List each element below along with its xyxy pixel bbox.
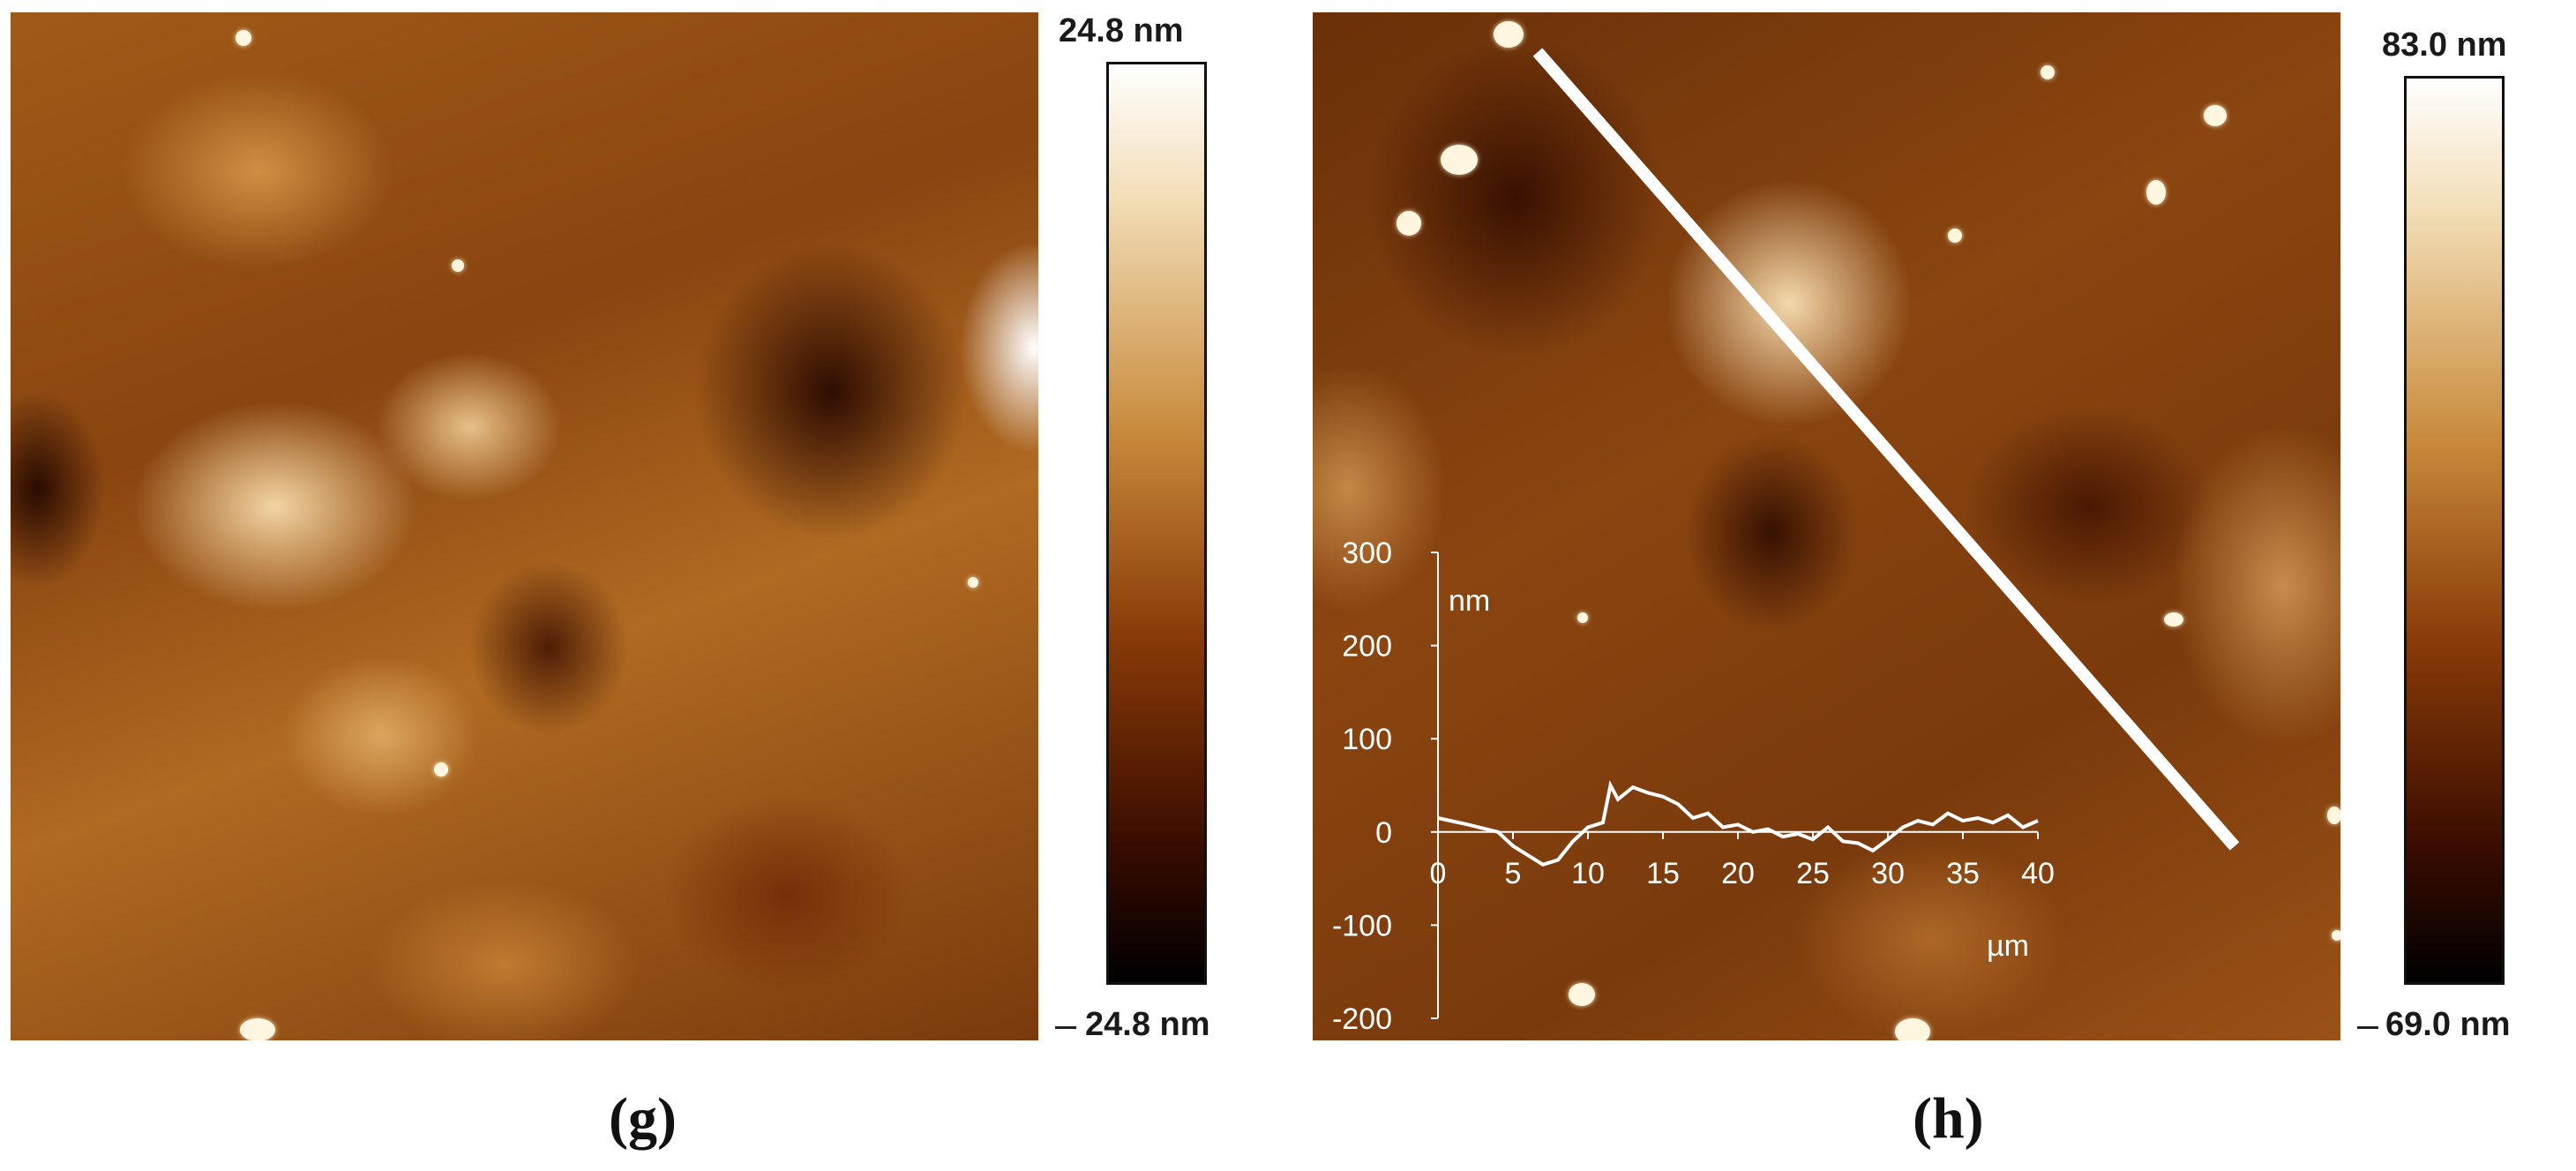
colorbar-h-max-label: 83.0 nm — [2382, 26, 2507, 64]
surface-particle — [434, 762, 448, 777]
panel-label-g: (g) — [609, 1086, 677, 1151]
surface-particle — [1577, 612, 1588, 623]
height-profile-inset: 300 200 100 0 -100 -200 0 5 10 15 20 25 30 35 40 nm µm — [1332, 48, 2240, 1036]
inset-x-tick-label: 30 — [1871, 857, 1905, 890]
inset-y-tick-label: 100 — [1342, 723, 1392, 756]
colorbar-h-min-dash — [2357, 1026, 2378, 1029]
inset-y-unit: nm — [1449, 584, 1490, 618]
surface-particle — [968, 577, 978, 588]
surface-particle — [2327, 807, 2340, 824]
surface-particle — [2041, 65, 2055, 79]
surface-particle — [2204, 105, 2227, 126]
inset-x-tick-label: 20 — [1721, 857, 1755, 890]
surface-particle — [1895, 1018, 1930, 1040]
colorbar-g-min-dash — [1055, 1026, 1076, 1029]
inset-x-tick-label: 5 — [1505, 857, 1522, 890]
inset-y-tick-label: -200 — [1332, 1002, 1392, 1036]
inset-x-tick-label: 40 — [2021, 857, 2055, 890]
inset-x-tick-label: 0 — [1430, 857, 1447, 890]
inset-x-tick-label: 10 — [1571, 857, 1605, 890]
surface-particle — [452, 259, 464, 272]
colorbar-g — [1106, 62, 1207, 985]
inset-axes — [1437, 552, 2038, 1018]
colorbar-g-max-label: 24.8 nm — [1059, 12, 1184, 49]
inset-ticks: 300 200 100 0 -100 -200 0 5 10 15 20 25 30 35 40 nm µm — [1332, 537, 2055, 1036]
inset-x-unit: µm — [1987, 929, 2029, 963]
surface-particle — [2332, 930, 2340, 941]
surface-particle — [236, 30, 251, 46]
surface-particle — [240, 1018, 275, 1040]
colorbar-h-min-label: 69.0 nm — [2385, 1006, 2511, 1043]
colorbar-g-min-label: 24.8 nm — [1085, 1006, 1210, 1043]
line-scan-path — [1532, 48, 2240, 851]
surface-particle — [1397, 211, 1421, 236]
inset-x-tick-label: 35 — [1946, 857, 1980, 890]
afm-image-g — [11, 12, 1038, 1040]
surface-particle — [1494, 21, 1524, 48]
surface-particle — [2164, 612, 2183, 627]
inset-x-tick-label: 15 — [1646, 857, 1680, 890]
inset-y-tick-label: 300 — [1342, 537, 1392, 570]
height-profile-line — [1437, 780, 2039, 867]
inset-y-tick-label: -100 — [1332, 909, 1392, 942]
surface-particle — [1441, 145, 1478, 175]
surface-particle — [1948, 229, 1962, 243]
afm-image-h — [1313, 12, 2340, 1040]
inset-y-tick-label: 200 — [1342, 630, 1392, 664]
surface-particle — [1569, 983, 1595, 1006]
surface-particle — [2146, 180, 2166, 205]
inset-y-tick-label: 0 — [1375, 816, 1392, 850]
panel-label-h: (h) — [1913, 1086, 1984, 1151]
inset-x-tick-label: 25 — [1796, 857, 1830, 890]
colorbar-h — [2404, 76, 2505, 985]
